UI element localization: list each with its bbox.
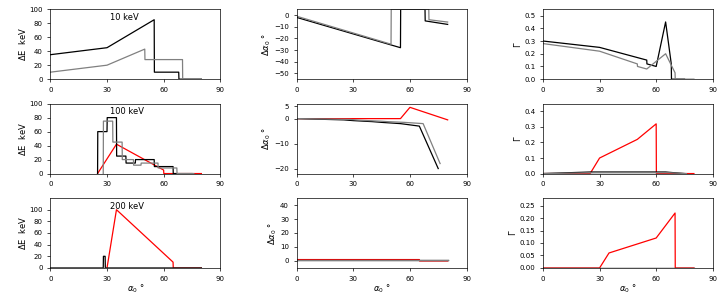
- X-axis label: $\alpha_0$ °: $\alpha_0$ °: [127, 283, 144, 295]
- Y-axis label: $\Delta\alpha_0$ °: $\Delta\alpha_0$ °: [260, 127, 273, 150]
- Y-axis label: $\Delta\alpha_0$ °: $\Delta\alpha_0$ °: [260, 33, 273, 56]
- Text: 10 keV: 10 keV: [110, 13, 138, 22]
- Text: 100 keV: 100 keV: [110, 107, 144, 116]
- Y-axis label: $\Delta$E  keV: $\Delta$E keV: [17, 216, 28, 250]
- Y-axis label: $\Delta\alpha_0$ °: $\Delta\alpha_0$ °: [266, 221, 279, 245]
- Y-axis label: $\Gamma$: $\Gamma$: [512, 41, 523, 47]
- Y-axis label: $\Delta$E  keV: $\Delta$E keV: [17, 27, 28, 61]
- X-axis label: $\alpha_0$ °: $\alpha_0$ °: [619, 283, 636, 295]
- Text: 200 keV: 200 keV: [110, 201, 144, 211]
- Y-axis label: $\Delta$E  keV: $\Delta$E keV: [17, 122, 28, 156]
- Y-axis label: $\Gamma$: $\Gamma$: [507, 230, 518, 236]
- X-axis label: $\alpha_0$ °: $\alpha_0$ °: [373, 283, 390, 295]
- Y-axis label: $\Gamma$: $\Gamma$: [512, 135, 523, 142]
